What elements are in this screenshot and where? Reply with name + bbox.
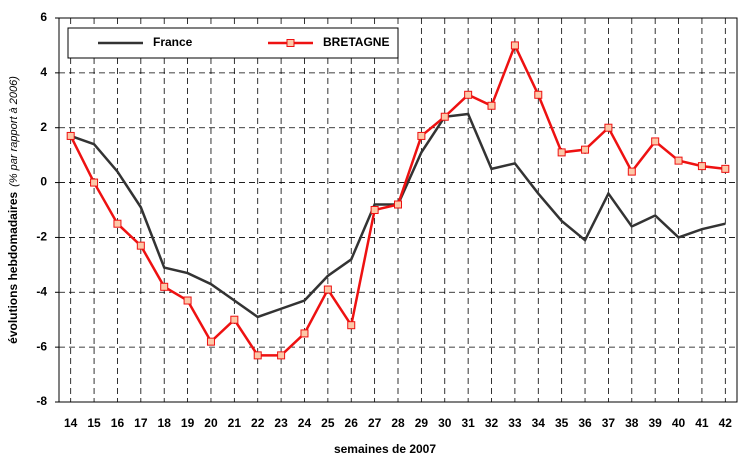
x-tick-label: 33 xyxy=(508,416,522,430)
marker xyxy=(90,178,99,187)
marker xyxy=(627,167,636,176)
x-tick-label: 18 xyxy=(158,416,172,430)
marker xyxy=(160,282,169,291)
marker xyxy=(300,329,309,338)
x-tick-label: 24 xyxy=(298,416,312,430)
x-tick-label: 25 xyxy=(321,416,335,430)
marker xyxy=(510,41,519,50)
y-tick-label: 4 xyxy=(40,65,47,79)
y-tick-label: -2 xyxy=(36,230,47,244)
marker xyxy=(370,206,379,214)
y-axis-title: évolutions hebdomadaires (% par rapport à… xyxy=(6,76,20,344)
marker xyxy=(113,219,122,228)
y-tick-label: -4 xyxy=(36,284,47,298)
y-tick-label: -6 xyxy=(36,339,47,353)
x-tick-label: 34 xyxy=(532,416,546,430)
y-tick-label: 2 xyxy=(40,120,47,134)
x-tick-label: 39 xyxy=(648,416,662,430)
legend-marker xyxy=(286,39,295,47)
x-tick-label: 23 xyxy=(274,416,288,430)
marker xyxy=(253,351,262,360)
x-tick-label: 26 xyxy=(345,416,359,430)
legend-label: BRETAGNE xyxy=(323,35,389,49)
y-axis-title-note: (% par rapport à 2006) xyxy=(8,76,20,187)
marker xyxy=(394,200,402,209)
x-tick-label: 14 xyxy=(64,416,78,430)
x-tick-label: 28 xyxy=(391,416,405,430)
legend-label: France xyxy=(153,35,193,49)
marker xyxy=(697,162,706,171)
y-tick-label: 6 xyxy=(40,10,47,24)
x-tick-label: 38 xyxy=(625,416,639,430)
marker xyxy=(674,156,683,165)
marker xyxy=(464,90,473,99)
x-tick-label: 36 xyxy=(578,416,592,430)
y-tick-label: 0 xyxy=(40,175,47,189)
marker xyxy=(417,131,426,140)
marker xyxy=(323,285,332,294)
x-tick-label: 21 xyxy=(228,416,242,430)
marker xyxy=(136,241,145,250)
marker xyxy=(581,145,590,154)
marker xyxy=(66,131,75,140)
marker xyxy=(557,148,566,157)
marker xyxy=(721,164,730,173)
x-tick-label: 41 xyxy=(695,416,709,430)
marker xyxy=(440,112,449,121)
x-axis-title: semaines de 2007 xyxy=(334,442,436,456)
y-axis-title-main: évolutions hebdomadaires xyxy=(6,192,20,344)
marker xyxy=(604,123,613,132)
marker xyxy=(183,296,192,305)
x-tick-label: 27 xyxy=(368,416,382,430)
x-tick-label: 22 xyxy=(251,416,265,430)
x-tick-label: 17 xyxy=(134,416,148,430)
marker xyxy=(534,90,543,99)
plot-border xyxy=(58,17,738,403)
x-tick-label: 30 xyxy=(438,416,452,430)
marker xyxy=(230,315,239,324)
marker xyxy=(277,351,286,360)
x-tick-label: 16 xyxy=(111,416,125,430)
x-tick-label: 35 xyxy=(555,416,569,430)
marker xyxy=(651,137,660,146)
x-tick-label: 37 xyxy=(602,416,616,430)
x-tick-label: 20 xyxy=(204,416,218,430)
x-tick-label: 15 xyxy=(87,416,101,430)
x-tick-label: 40 xyxy=(672,416,686,430)
x-tick-label: 42 xyxy=(719,416,733,430)
marker xyxy=(347,321,356,330)
x-tick-label: 32 xyxy=(485,416,499,430)
marker xyxy=(487,101,496,110)
x-tick-label: 31 xyxy=(461,416,475,430)
x-tick-label: 19 xyxy=(181,416,195,430)
y-tick-label: -8 xyxy=(36,394,47,408)
x-tick-label: 29 xyxy=(415,416,429,430)
marker xyxy=(206,337,215,346)
